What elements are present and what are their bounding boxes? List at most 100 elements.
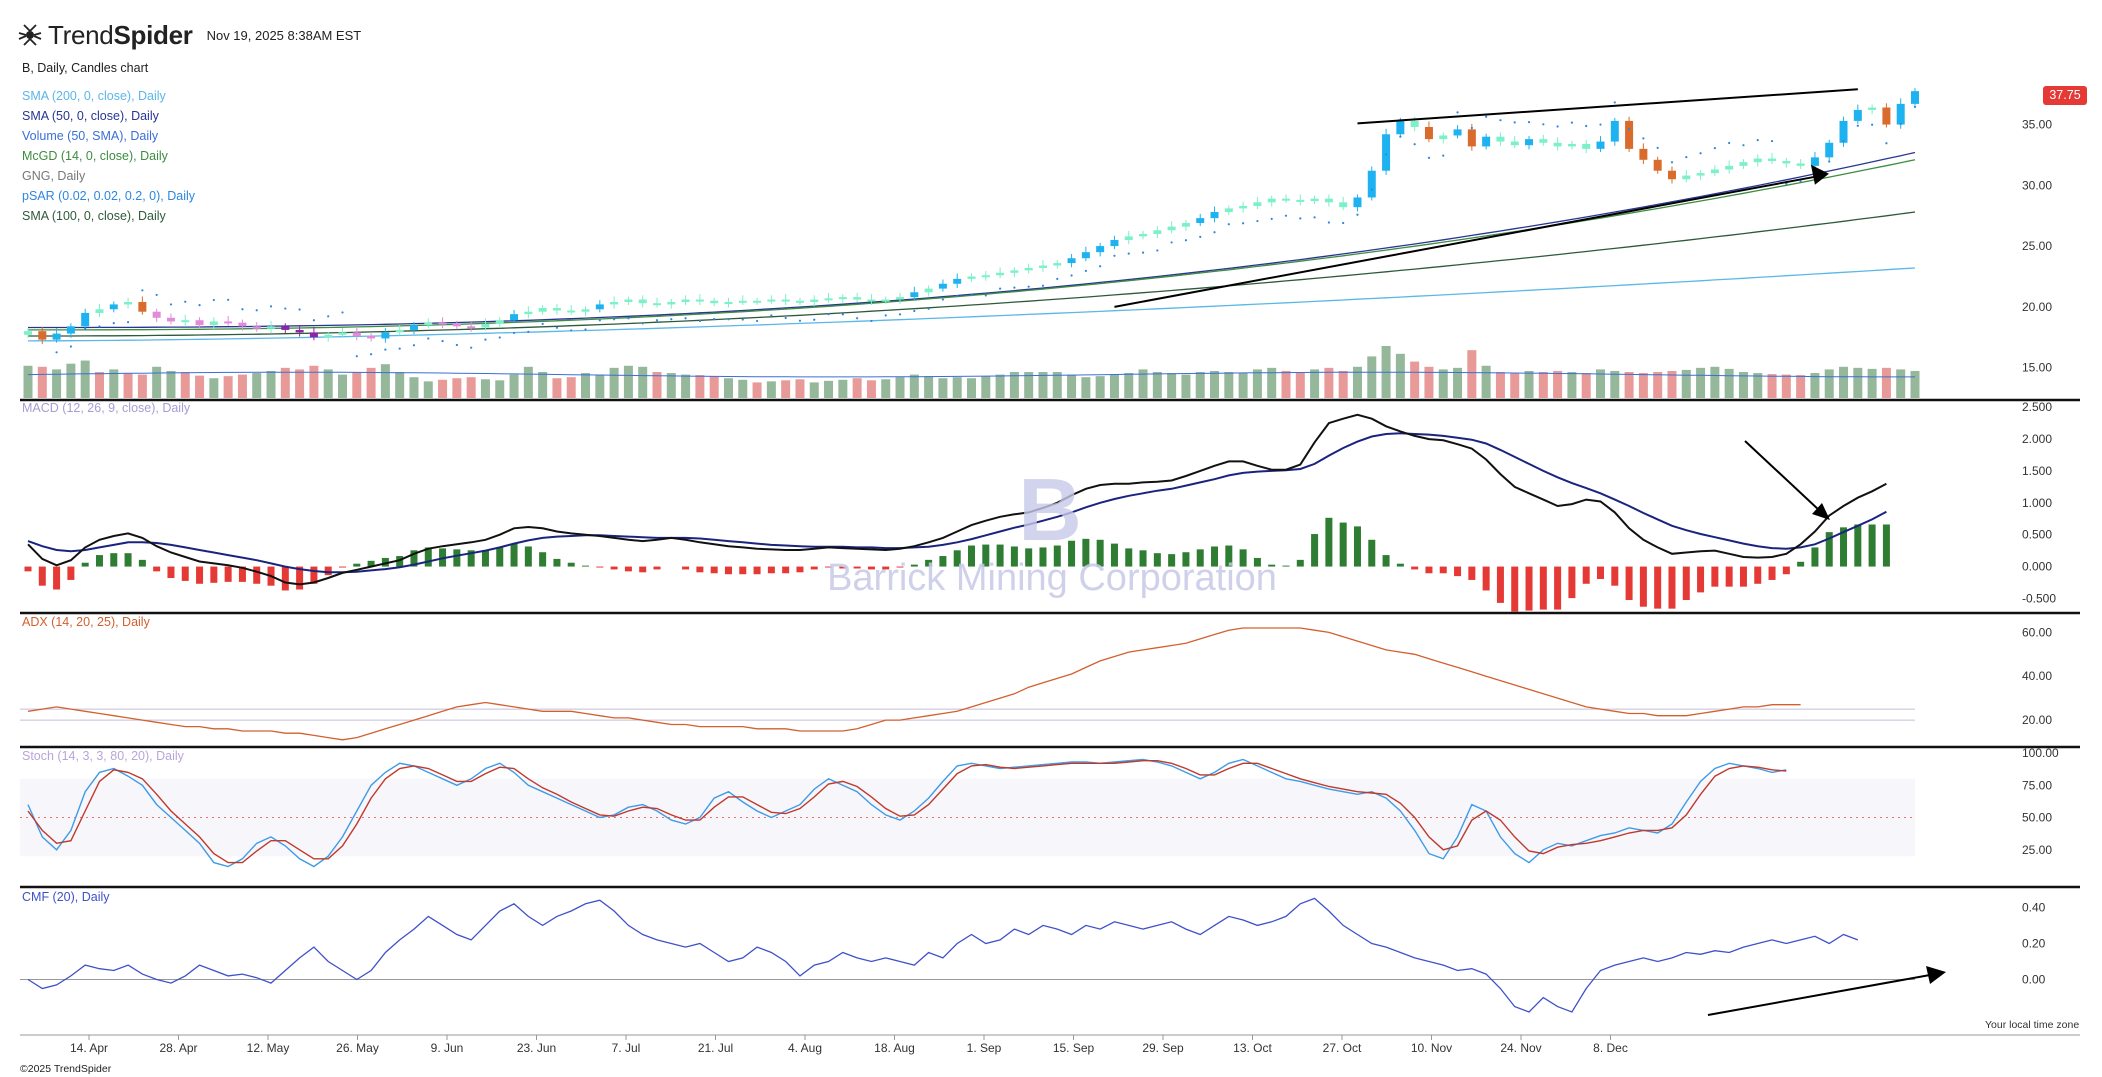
volume-bar (1195, 372, 1205, 398)
macd-histogram-bar (1682, 566, 1690, 601)
macd-histogram-bar (1496, 566, 1504, 603)
candle-body (1196, 218, 1205, 223)
volume-bar (438, 379, 448, 398)
time-axis-label: 4. Aug (788, 1041, 822, 1055)
volume-bar (1038, 372, 1048, 398)
volume-bar (1881, 367, 1891, 398)
volume-bar (952, 377, 962, 398)
adx-panel-label[interactable]: ADX (14, 20, 25), Daily (22, 615, 150, 629)
macd-panel-label[interactable]: MACD (12, 26, 9, close), Daily (22, 401, 191, 415)
time-axis-label: 14. Apr (70, 1041, 108, 1055)
macd-annotation-arrow (1744, 440, 1821, 512)
macd-histogram-bar (1053, 545, 1061, 567)
macd-histogram-bar (1568, 566, 1576, 599)
candle-body (1482, 136, 1491, 147)
psar-dot (941, 298, 945, 301)
candle-body (1868, 107, 1877, 110)
volume-bar (1738, 372, 1748, 398)
stoch-panel-label[interactable]: Stoch (14, 3, 3, 80, 20), Daily (22, 749, 184, 763)
candle-body (95, 309, 104, 313)
volume-bar (824, 380, 834, 398)
candle-body (1610, 120, 1619, 142)
macd-histogram-bar (1368, 539, 1376, 567)
volume-bar (1910, 370, 1920, 398)
psar-dot (1099, 265, 1102, 268)
adx-line (27, 627, 1801, 741)
candle-body (881, 299, 890, 302)
volume-bar (80, 360, 90, 398)
volume-bar (738, 379, 748, 398)
macd-axis-tick: 1.500 (2022, 464, 2052, 478)
macd-histogram-bar (1668, 566, 1676, 609)
price-axis-tick: 35.00 (2022, 118, 2052, 132)
legend-item-sma100[interactable]: SMA (100, 0, close), Daily (22, 206, 195, 226)
trendline-arrowhead (1810, 164, 1829, 185)
legend-item-psar[interactable]: pSAR (0.02, 0.02, 0.2, 0), Daily (22, 186, 195, 206)
macd-histogram-bar (381, 557, 389, 567)
macd-axis-tick: -0.500 (2022, 591, 2056, 605)
psar-dot (1442, 154, 1445, 157)
volume-bar (1324, 367, 1334, 398)
volume-bar (1610, 370, 1620, 398)
psar-dot (913, 309, 916, 313)
candle-body (66, 326, 75, 334)
legend-item-sma50[interactable]: SMA (50, 0, close), Daily (22, 106, 195, 126)
volume-bar (66, 363, 76, 398)
macd-histogram-bar (167, 566, 175, 579)
candle-body (138, 301, 147, 312)
macd-histogram-bar (1110, 543, 1118, 567)
psar-dot (1770, 139, 1774, 143)
volume-bar (466, 377, 476, 398)
psar-dot (827, 313, 830, 316)
psar-dot (784, 316, 787, 320)
psar-dot (1127, 252, 1130, 255)
psar-dot (470, 346, 473, 349)
candle-body (1682, 175, 1691, 180)
psar-dot (1556, 125, 1559, 128)
legend-item-gng[interactable]: GNG, Daily (22, 166, 195, 186)
volume-bar (1553, 370, 1563, 398)
macd-histogram-bar (696, 566, 704, 573)
candle-body (109, 304, 118, 310)
macd-histogram-bar (1325, 517, 1333, 567)
volume-bar (480, 379, 490, 398)
volume-bar (1295, 372, 1305, 398)
candle-body (724, 301, 733, 304)
macd-histogram-bar (1711, 566, 1719, 587)
cmf-panel-label[interactable]: CMF (20), Daily (22, 890, 110, 904)
volume-bar (323, 369, 333, 398)
psar-dot (870, 319, 873, 323)
volume-bar (1267, 367, 1277, 398)
candle-body (1810, 157, 1819, 166)
psar-dot (998, 287, 1002, 290)
macd-histogram-bar (424, 547, 432, 567)
volume-bar (1767, 374, 1777, 398)
candle-body (1696, 173, 1705, 176)
candle-body (1439, 135, 1448, 140)
brand-name-b: Spider (113, 19, 193, 50)
cmf-annotation-arrow (1707, 974, 1931, 1016)
volume-bar (781, 380, 791, 398)
macd-histogram-bar (553, 558, 561, 567)
time-axis-label: 8. Dec (1593, 1041, 1628, 1055)
candle-body (1253, 202, 1262, 206)
volume-bar (1310, 369, 1320, 398)
price-axis-tick: 20.00 (2022, 300, 2052, 314)
candle-body (481, 323, 490, 328)
psar-dot (1613, 101, 1616, 104)
psar-dot (1413, 143, 1416, 146)
candle-body (1453, 129, 1462, 136)
macd-histogram-bar (310, 566, 318, 584)
macd-axis-tick: 2.500 (2022, 400, 2052, 414)
cmf-axis-tick: 0.00 (2022, 973, 2046, 987)
volume-bar (638, 366, 648, 398)
macd-histogram-bar (968, 545, 975, 567)
candle-body (195, 320, 204, 326)
candle-body (767, 299, 776, 302)
volume-bar (1667, 370, 1677, 398)
candle-body (953, 278, 962, 284)
legend-item-sma200[interactable]: SMA (200, 0, close), Daily (22, 86, 195, 106)
legend-item-mcgd[interactable]: McGD (14, 0, close), Daily (22, 146, 195, 166)
macd-histogram-bar (724, 566, 732, 575)
legend-item-volume[interactable]: Volume (50, SMA), Daily (22, 126, 195, 146)
